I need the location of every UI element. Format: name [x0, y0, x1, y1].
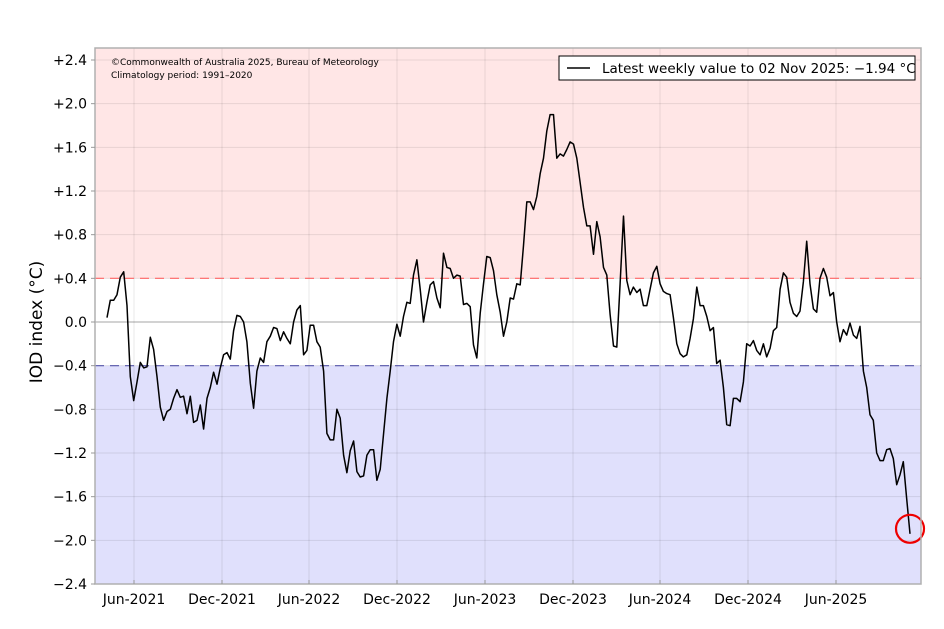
legend-entry-latest-weekly: Latest weekly value to 02 Nov 2025: −1.9… [602, 61, 916, 77]
y-tick-label: −1.2 [53, 446, 87, 462]
x-tick-label: Jun-2022 [277, 592, 341, 608]
y-tick-label: −0.4 [53, 359, 87, 375]
threshold-lines [95, 277, 921, 367]
y-tick-label: +1.2 [53, 184, 87, 200]
legend: Latest weekly value to 02 Nov 2025: −1.9… [558, 55, 916, 81]
negative-iod-band [95, 365, 921, 584]
climatology-annotation: Climatology period: 1991–2020 [111, 71, 253, 81]
y-tick-label: −2.0 [53, 533, 87, 549]
x-tick-label: Jun-2024 [628, 592, 692, 608]
y-tick-label: 0.0 [65, 315, 87, 331]
plot-frame [94, 47, 922, 585]
iod-line-path [106, 113, 911, 534]
x-axis-ticks: Jun-2021 Dec-2021 Jun-2022 Dec-2022 Jun-2023… [102, 580, 868, 608]
copyright-annotation: ©Commonwealth of Australia 2025, Bureau … [111, 58, 380, 68]
x-tick-label: Dec-2023 [539, 592, 607, 608]
y-tick-label: +2.0 [53, 97, 87, 113]
y-tick-label: −0.8 [53, 402, 87, 418]
iod-series-line [106, 113, 911, 534]
x-tick-label: Dec-2024 [714, 592, 782, 608]
x-tick-label: Jun-2025 [804, 592, 868, 608]
y-tick-label: −1.6 [53, 490, 87, 506]
x-tick-label: Dec-2022 [363, 592, 431, 608]
latest-value-highlight-circle [894, 513, 926, 544]
y-tick-label: −2.4 [53, 577, 87, 593]
y-axis-label: IOD index (°C) [27, 261, 47, 383]
y-axis-ticks: +2.4 +2.0 +1.6 +1.2 +0.8 +0.4 0.0 −0.4 −0.8 −1.2 −… [53, 53, 95, 593]
y-tick-label: +0.4 [53, 271, 87, 287]
x-tick-label: Jun-2023 [453, 592, 517, 608]
y-tick-label: +0.8 [53, 228, 87, 244]
latest-value-circle [894, 513, 926, 544]
y-tick-label: +1.6 [53, 140, 87, 156]
threshold-bands [95, 48, 921, 584]
x-tick-label: Dec-2021 [188, 592, 256, 608]
x-tick-label: Jun-2021 [102, 592, 166, 608]
legend-box [558, 55, 916, 81]
positive-iod-band [95, 48, 921, 279]
y-tick-label: +2.4 [53, 53, 87, 69]
